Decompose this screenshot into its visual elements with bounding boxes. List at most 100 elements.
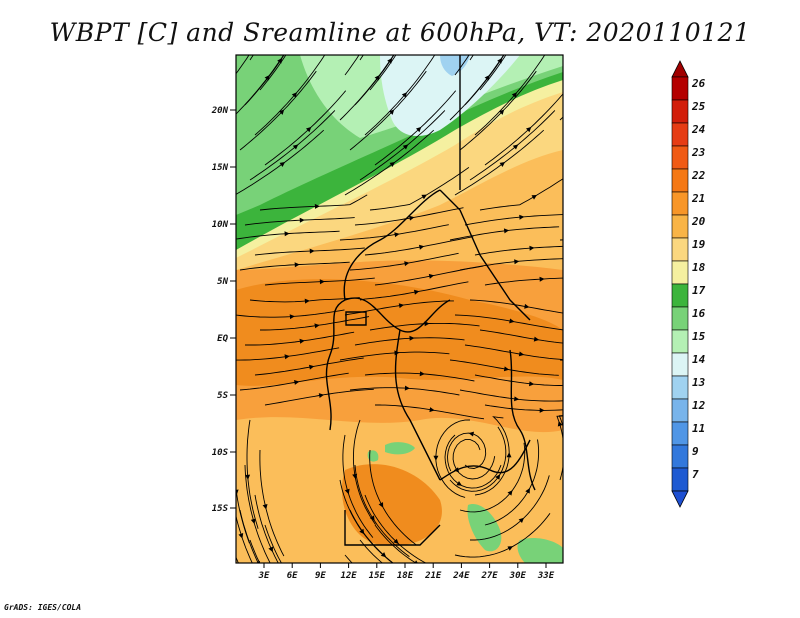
streamline-arrow (509, 318, 515, 324)
streamline (444, 434, 502, 489)
field-green-patch-se2 (517, 537, 563, 563)
streamline-arrow (499, 162, 506, 167)
streamline-arrow (610, 162, 616, 167)
streamline-arrow (378, 502, 384, 508)
streamline-arrow (404, 261, 410, 267)
streamline-arrow (639, 248, 644, 253)
streamline (459, 389, 563, 402)
streamline-arrow (596, 507, 601, 513)
streamline-arrow (539, 276, 545, 282)
colorbar-swatch (671, 306, 689, 331)
streamline-arrow (539, 407, 545, 413)
colorbar-swatch (671, 99, 689, 124)
streamline-arrow (374, 75, 380, 81)
streamline (595, 91, 676, 165)
streamline-arrow (389, 109, 395, 115)
streamline-arrow (294, 262, 300, 268)
colorbar-bottom-arrow (671, 490, 689, 508)
colorbar-label: 12 (692, 399, 706, 412)
field-blue-north (440, 55, 470, 76)
streamline (369, 55, 397, 91)
streamline-arrow (419, 244, 425, 250)
streamline-arrow (524, 303, 530, 309)
streamline (449, 359, 559, 376)
streamline-arrow (289, 314, 295, 320)
colorbar-label: 25 (691, 100, 706, 113)
streamline-arrow (416, 126, 422, 133)
streamline (359, 110, 446, 181)
streamline-arrow (529, 245, 535, 251)
streamline-arrow (290, 41, 295, 47)
streamline-arrow (314, 323, 320, 329)
streamline (254, 357, 364, 376)
streamline-arrow (402, 144, 409, 150)
streamline-arrow (262, 24, 267, 30)
colorbar-label: 9 (692, 445, 699, 458)
streamline-arrow (275, 8, 280, 14)
colorbar-swatch (671, 398, 689, 423)
streamline (359, 55, 364, 61)
streamline (249, 539, 261, 563)
streamline (569, 407, 628, 465)
streamline-arrow (264, 75, 270, 81)
streamline (459, 442, 526, 513)
streamline-arrow (609, 110, 614, 115)
lon-tick-label: 30E (509, 571, 527, 581)
streamline-arrow (514, 396, 520, 402)
streamline (359, 539, 383, 563)
streamline (559, 359, 563, 361)
colorbar-label: 15 (692, 330, 706, 343)
streamline-arrow (259, 602, 264, 608)
map-title: WBPT [C] and Sreamline at 600hPa, VT: 20… (49, 18, 751, 47)
streamline-arrow (359, 528, 365, 535)
streamline-arrow (385, 589, 391, 594)
streamline-arrow (380, 552, 387, 558)
streamline-arrow (533, 336, 540, 342)
streamline (454, 314, 563, 331)
streamline (556, 415, 563, 481)
colorbar-label: 20 (691, 215, 706, 228)
streamline-arrow (268, 546, 273, 553)
lon-tick-label: 9E (315, 571, 326, 581)
colorbar-label: 23 (691, 146, 706, 159)
streamline-arrow (514, 259, 520, 265)
colorbar-label: 26 (691, 77, 706, 90)
streamline-arrow (645, 326, 650, 331)
streamline (479, 55, 507, 91)
colorbar-swatch (671, 329, 689, 354)
lon-tick-label: 18E (397, 571, 414, 581)
streamline-arrow (482, 24, 487, 30)
streamline-arrow (495, 8, 500, 14)
streamline (359, 281, 469, 301)
streamline-arrow (284, 354, 290, 360)
streamline-arrow (511, 92, 517, 98)
streamline (236, 309, 345, 318)
streamline-arrow (592, 24, 597, 30)
colorbar-label: 21 (691, 192, 705, 205)
colorbar-swatch (671, 375, 689, 400)
colorbar-swatch (671, 191, 689, 216)
temperature-field (236, 55, 563, 563)
streamline (584, 403, 658, 450)
streamline-arrow (623, 144, 629, 149)
streamline-arrow (507, 546, 513, 551)
streamline-arrow (421, 194, 427, 200)
streamline (344, 129, 435, 196)
lat-tick-label: 15S (212, 504, 229, 514)
streamline-arrow (401, 92, 407, 98)
streamlines (236, 0, 676, 608)
streamline (236, 55, 250, 75)
streamline-arrow (625, 264, 630, 269)
field-green-patch-se (467, 504, 502, 552)
streamline (259, 55, 287, 91)
lon-tick-label: 21E (424, 571, 442, 581)
streamline (264, 524, 282, 563)
streamline (375, 404, 485, 420)
streamline (364, 236, 474, 256)
streamline-arrow (419, 371, 425, 377)
streamline-arrow (649, 277, 654, 282)
streamline-arrow (456, 481, 462, 486)
lat-tick-label: EQ (217, 334, 228, 344)
streamline (590, 0, 646, 90)
streamline (585, 52, 657, 135)
